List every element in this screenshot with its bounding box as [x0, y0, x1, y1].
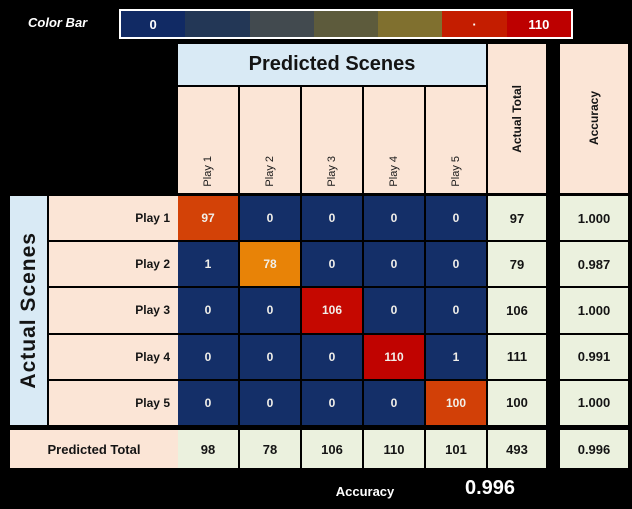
predicted-column-headers: Play 1 Play 2 Play 3 Play 4 Play 5	[178, 87, 486, 193]
predicted-col-header: Play 2	[240, 87, 300, 193]
matrix-cell: 0	[240, 334, 300, 379]
matrix-cell: 0	[178, 334, 238, 379]
matrix-cell: 0	[302, 380, 362, 425]
actual-row-label: Play 5	[49, 380, 178, 425]
colorbar-segment: 110	[506, 11, 571, 37]
confusion-matrix-grid: 97 0 0 0 0 1 78 0 0 0 0 0 106 0 0 0 0 0 110 1 0 0 0 0 100	[178, 196, 486, 425]
actual-scenes-header: Actual Scenes	[10, 196, 47, 425]
actual-total-cell: 79	[488, 242, 546, 287]
actual-row-label: Play 4	[49, 334, 178, 379]
actual-total-cell: 111	[488, 334, 546, 379]
row-accuracy-cell: 1.000	[560, 380, 628, 425]
matrix-cell: 0	[302, 196, 362, 241]
matrix-cell: 100	[426, 380, 486, 425]
overall-accuracy-cell: 0.996	[560, 430, 628, 468]
actual-row-label: Play 1	[49, 196, 178, 241]
matrix-cell: 0	[178, 288, 238, 333]
matrix-cell: 0	[364, 380, 424, 425]
actual-total-cell: 106	[488, 288, 546, 333]
row-accuracy-cell: 1.000	[560, 288, 628, 333]
actual-total-column: 97 79 106 111 100	[488, 196, 546, 425]
row-accuracy-cell: 1.000	[560, 196, 628, 241]
predicted-total-cell: 106	[302, 430, 362, 468]
footer-accuracy-value: 0.996	[464, 477, 516, 499]
predicted-total-row: 98 78 106 110 101	[178, 430, 486, 468]
matrix-cell: 0	[302, 334, 362, 379]
grand-total-cell: 493	[488, 430, 546, 468]
predicted-total-cell: 101	[426, 430, 486, 468]
predicted-col-header: Play 5	[426, 87, 486, 193]
actual-scenes-label: Actual Scenes	[16, 232, 40, 389]
actual-total-header-label: Actual Total	[510, 84, 524, 153]
matrix-cell: 1	[426, 334, 486, 379]
predicted-total-cell: 110	[364, 430, 424, 468]
predicted-col-header-label: Play 5	[450, 156, 462, 187]
colorbar-segment	[249, 11, 314, 37]
actual-total-header: Actual Total	[488, 44, 546, 193]
accuracy-header-label: Accuracy	[587, 91, 601, 146]
predicted-total-cell: 78	[240, 430, 300, 468]
actual-row-label: Play 2	[49, 242, 178, 287]
predicted-col-header-label: Play 3	[326, 156, 338, 187]
row-accuracy-cell: 0.987	[560, 242, 628, 287]
matrix-cell: 0	[426, 288, 486, 333]
colorbar: 0 · 110	[119, 9, 573, 39]
matrix-cell: 110	[364, 334, 424, 379]
matrix-cell: 0	[426, 196, 486, 241]
colorbar-label: Color Bar	[28, 15, 88, 30]
colorbar-segment	[313, 11, 379, 37]
accuracy-header: Accuracy	[560, 44, 628, 193]
matrix-cell: 0	[364, 288, 424, 333]
matrix-cell: 0	[178, 380, 238, 425]
matrix-cell: 0	[364, 242, 424, 287]
predicted-col-header: Play 1	[178, 87, 238, 193]
matrix-cell: 78	[240, 242, 300, 287]
row-accuracy-column: 1.000 0.987 1.000 0.991 1.000	[560, 196, 628, 425]
matrix-cell: 97	[178, 196, 238, 241]
predicted-total-label: Predicted Total	[10, 430, 178, 468]
predicted-total-cell: 98	[178, 430, 238, 468]
row-accuracy-cell: 0.991	[560, 334, 628, 379]
predicted-col-header: Play 3	[302, 87, 362, 193]
footer-accuracy-label: Accuracy	[335, 484, 395, 499]
actual-row-label: Play 3	[49, 288, 178, 333]
predicted-col-header-label: Play 4	[388, 156, 400, 187]
actual-total-cell: 100	[488, 380, 546, 425]
matrix-cell: 1	[178, 242, 238, 287]
colorbar-segment	[185, 11, 250, 37]
matrix-cell: 0	[426, 242, 486, 287]
colorbar-segment	[378, 11, 443, 37]
matrix-cell: 0	[240, 380, 300, 425]
matrix-cell: 0	[364, 196, 424, 241]
actual-total-cell: 97	[488, 196, 546, 241]
actual-row-labels: Play 1 Play 2 Play 3 Play 4 Play 5	[49, 196, 178, 425]
predicted-col-header-label: Play 2	[264, 156, 276, 187]
matrix-cell: 106	[302, 288, 362, 333]
predicted-col-header-label: Play 1	[202, 156, 214, 187]
matrix-cell: 0	[302, 242, 362, 287]
predicted-scenes-header: Predicted Scenes	[178, 44, 486, 85]
colorbar-segment: ·	[442, 11, 507, 37]
predicted-col-header: Play 4	[364, 87, 424, 193]
colorbar-segment: 0	[121, 11, 186, 37]
matrix-cell: 0	[240, 196, 300, 241]
matrix-cell: 0	[240, 288, 300, 333]
